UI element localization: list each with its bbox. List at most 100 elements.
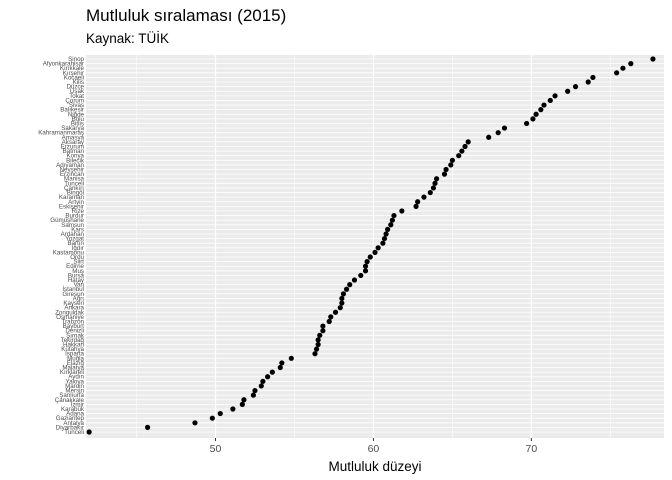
y-tick-label: Muş xyxy=(72,268,84,275)
y-tick-label: Ordu xyxy=(70,254,84,261)
y-tick-label: Zonguldak xyxy=(55,309,85,316)
data-point xyxy=(144,424,151,430)
y-tick-label: Ankara xyxy=(64,305,84,312)
y-tick-label: Şırnak xyxy=(66,332,85,339)
y-tick-label: Bingöl xyxy=(67,190,84,197)
data-point xyxy=(277,364,283,371)
data-point xyxy=(375,245,381,251)
y-tick-label: İstanbul xyxy=(62,286,84,293)
y-tick-label: Denizli xyxy=(65,328,84,335)
data-point xyxy=(230,406,236,412)
data-point xyxy=(552,93,558,99)
chart-title: Mutluluk sıralaması (2015) xyxy=(86,6,287,25)
y-tick-label: Şanlıurfa xyxy=(59,392,84,399)
chart-subtitle: Kaynak: TÜİK xyxy=(86,31,170,46)
y-tick-label: Aydın xyxy=(68,374,84,381)
data-point xyxy=(209,415,215,421)
y-tick-label: Düzce xyxy=(66,84,84,91)
data-point xyxy=(315,337,321,343)
y-tick-label: Yozgat xyxy=(65,236,84,243)
y-tick-label: Çorum xyxy=(65,97,84,104)
data-point xyxy=(456,153,462,159)
data-point xyxy=(320,328,326,334)
y-tick-label: Nevşehir xyxy=(60,167,84,174)
data-point xyxy=(328,314,334,320)
x-axis: 50 60 70 xyxy=(210,438,537,455)
y-tick-label: Karabük xyxy=(61,406,85,413)
data-point xyxy=(524,120,530,127)
data-point xyxy=(326,318,332,325)
data-point xyxy=(250,392,256,398)
y-tick-label: Bilecik xyxy=(66,157,85,164)
y-tick-label: Kayseri xyxy=(63,300,84,307)
x-tick-label: 60 xyxy=(368,443,380,455)
y-tick-label: Eskişehir xyxy=(59,203,84,210)
y-tick-label: Tekirdağ xyxy=(61,337,85,344)
data-point xyxy=(380,240,386,246)
y-tick-label: Amasya xyxy=(62,134,85,141)
y-tick-label: Çankırı xyxy=(64,185,84,192)
data-point xyxy=(192,420,198,426)
data-point xyxy=(339,295,345,302)
data-point xyxy=(399,208,405,214)
data-point xyxy=(415,199,421,205)
data-point xyxy=(389,217,395,223)
data-point xyxy=(572,84,579,90)
data-point xyxy=(433,176,440,182)
data-point xyxy=(614,70,620,76)
y-tick-label: Mardin xyxy=(65,383,84,390)
y-tick-label: Bayburt xyxy=(63,323,85,330)
data-point xyxy=(541,102,547,108)
data-point xyxy=(547,97,553,104)
data-point xyxy=(427,189,433,196)
y-tick-label: Van xyxy=(73,282,84,289)
data-point xyxy=(337,305,343,311)
y-tick-label: Giresun xyxy=(62,291,84,298)
y-tick-label: Edirne xyxy=(66,263,84,270)
y-tick-label: Burdur xyxy=(65,213,84,220)
y-tick-label: Sivas xyxy=(69,102,84,109)
y-tick-label: Bolu xyxy=(72,116,85,123)
data-point xyxy=(339,300,345,306)
data-point xyxy=(364,259,370,265)
data-point xyxy=(269,369,275,375)
y-tick-label: Siirt xyxy=(73,259,84,266)
data-point xyxy=(347,282,353,288)
y-tick-label: Manisa xyxy=(64,176,85,183)
data-point xyxy=(391,212,397,219)
data-point xyxy=(332,309,339,315)
data-point xyxy=(443,166,449,173)
data-point xyxy=(351,277,358,283)
y-tick-label: Adıyaman xyxy=(56,162,84,169)
y-tick-label: Çanakkale xyxy=(55,397,85,404)
data-point xyxy=(421,194,427,200)
y-tick-label: Artvin xyxy=(68,199,84,206)
data-point xyxy=(367,254,373,260)
data-point xyxy=(288,355,294,361)
data-point xyxy=(501,125,508,131)
data-point xyxy=(315,341,321,348)
data-point xyxy=(486,134,492,140)
y-tick-label: Kırklareli xyxy=(60,369,84,376)
y-tick-label: Kars xyxy=(71,226,84,233)
y-tick-label: Osmaniye xyxy=(56,314,84,321)
data-point xyxy=(340,291,347,297)
y-tick-label: Trabzon xyxy=(62,318,85,325)
data-point xyxy=(86,429,92,435)
data-point xyxy=(533,111,539,117)
data-points xyxy=(86,56,656,435)
y-tick-label: Mersin xyxy=(65,388,84,395)
y-tick-label: Batman xyxy=(63,148,85,155)
y-tick-label: Diyarbakır xyxy=(56,424,84,431)
data-point xyxy=(358,272,364,279)
y-tick-label: Aksaray xyxy=(62,139,85,146)
y-tick-label: Konya xyxy=(66,153,84,160)
data-point xyxy=(258,383,264,389)
data-point xyxy=(362,268,369,274)
y-tick-label: Iğdır xyxy=(72,245,84,252)
data-point xyxy=(441,171,448,177)
data-point xyxy=(239,401,245,407)
y-tick-label: Muğla xyxy=(67,355,84,362)
y-tick-label: Samsun xyxy=(61,222,84,229)
